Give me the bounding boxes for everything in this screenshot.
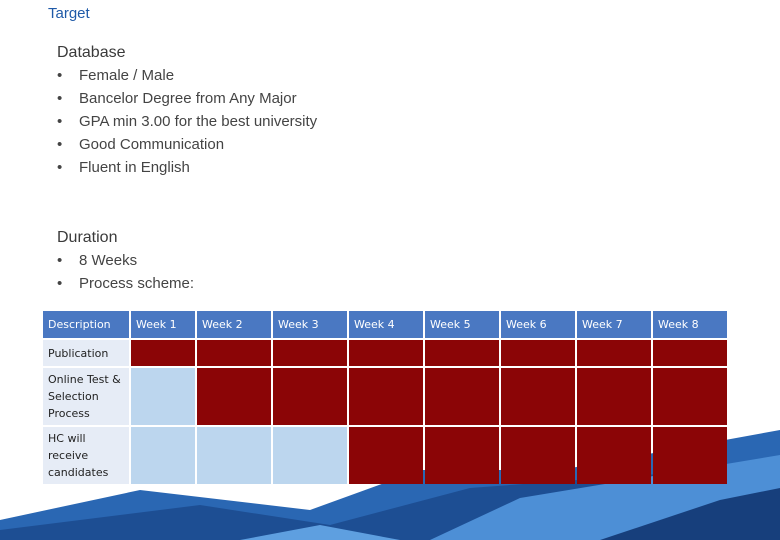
list-item-text: Fluent in English [79,159,190,176]
week-cell [131,368,195,425]
bullet-icon: • [57,159,63,176]
week-cell [349,368,423,425]
process-schedule-table: Description Week 1 Week 2 Week 3 Week 4 … [41,309,729,486]
week-cell [349,427,423,484]
list-item-text: Good Communication [79,136,225,153]
week-cell [425,368,499,425]
table-row: Online Test & Selection Process [43,368,727,425]
column-header: Week 4 [349,311,423,338]
bullet-icon: • [57,252,63,269]
column-header: Week 3 [273,311,347,338]
week-cell [273,368,347,425]
column-header: Week 7 [577,311,651,338]
week-cell [577,368,651,425]
database-section: Database • Female / Male • Bancelor Degree… [57,41,317,179]
week-cell [197,427,271,484]
duration-list: • 8 Weeks • Process scheme: [57,249,194,295]
list-item-text: Process scheme: [79,275,195,292]
table-row: HC will receive candidates [43,427,727,484]
bullet-icon: • [57,113,63,130]
week-cell [653,368,727,425]
week-cell [131,427,195,484]
week-cell [501,340,575,366]
week-cell [349,340,423,366]
week-cell [425,340,499,366]
week-cell [273,427,347,484]
column-header: Week 2 [197,311,271,338]
column-header: Week 5 [425,311,499,338]
list-item: • Female / Male [57,64,317,87]
bullet-icon: • [57,136,63,153]
duration-heading: Duration [57,229,118,246]
list-item: • 8 Weeks [57,249,194,272]
column-header: Description [43,311,129,338]
week-cell [197,340,271,366]
list-item: • Process scheme: [57,272,194,295]
row-label: Online Test & Selection Process [43,368,129,425]
bullet-icon: • [57,275,63,292]
week-cell [425,427,499,484]
list-item-text: GPA min 3.00 for the best university [79,113,318,130]
week-cell [653,340,727,366]
bullet-icon: • [57,67,63,84]
duration-section: Duration • 8 Weeks • Process scheme: [57,226,194,295]
table-row: Publication [43,340,727,366]
week-cell [131,340,195,366]
list-item: • Fluent in English [57,156,317,179]
list-item: • Good Communication [57,133,317,156]
slide-title: Target [48,5,90,22]
column-header: Week 8 [653,311,727,338]
row-label: HC will receive candidates [43,427,129,484]
week-cell [197,368,271,425]
list-item-text: Bancelor Degree from Any Major [79,90,297,107]
week-cell [273,340,347,366]
table-header-row: Description Week 1 Week 2 Week 3 Week 4 … [43,311,727,338]
week-cell [653,427,727,484]
list-item: • Bancelor Degree from Any Major [57,87,317,110]
list-item-text: Female / Male [79,67,175,84]
row-label: Publication [43,340,129,366]
list-item-text: 8 Weeks [79,252,138,269]
database-heading: Database [57,44,126,61]
week-cell [577,340,651,366]
bullet-icon: • [57,90,63,107]
week-cell [577,427,651,484]
week-cell [501,427,575,484]
database-list: • Female / Male • Bancelor Degree from Any… [57,64,317,179]
column-header: Week 6 [501,311,575,338]
week-cell [501,368,575,425]
list-item: • GPA min 3.00 for the best university [57,110,317,133]
column-header: Week 1 [131,311,195,338]
